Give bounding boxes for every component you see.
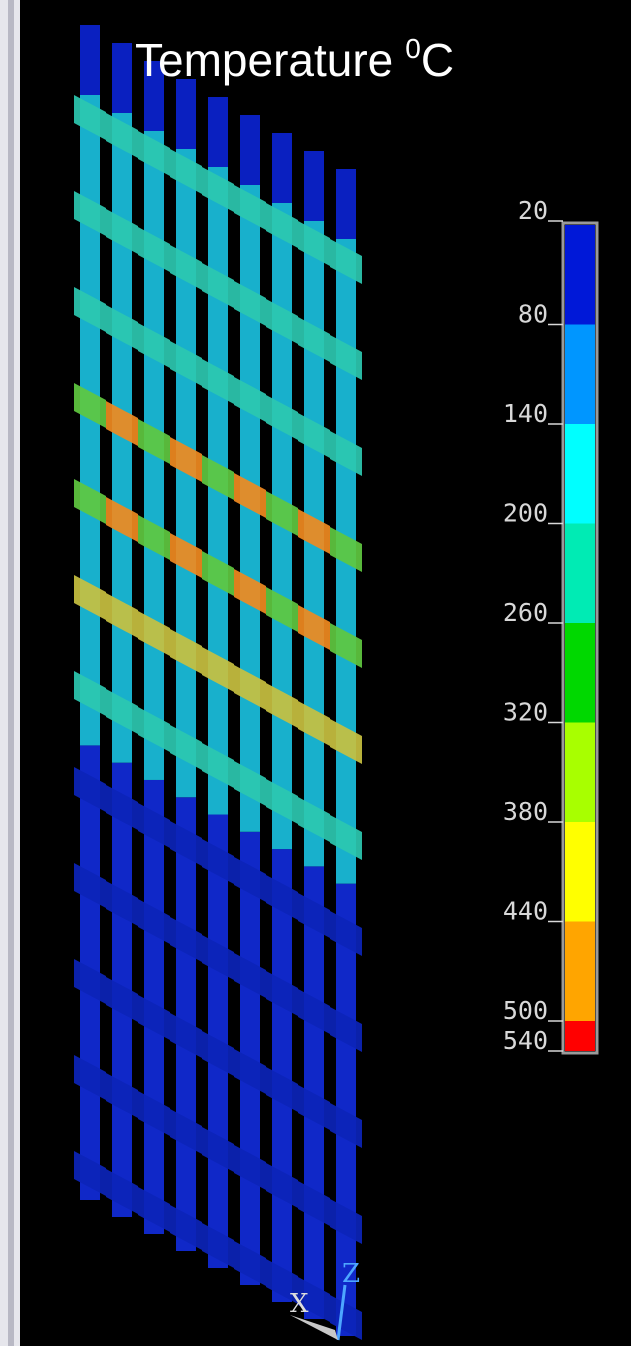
model (74, 25, 362, 1340)
colorbar-segment (565, 524, 595, 624)
colorbar-label: 80 (518, 300, 548, 329)
column-cap (240, 115, 260, 185)
colorbar-segment (565, 623, 595, 723)
colorbar-label: 200 (503, 499, 548, 528)
colorbar-segment (565, 723, 595, 823)
colorbar-segment (565, 1021, 595, 1051)
colorbar-label: 320 (503, 698, 548, 727)
column-cap (272, 133, 292, 203)
colorbar-segment (565, 424, 595, 524)
colorbar-label: 20 (518, 196, 548, 225)
colorbar-label: 500 (503, 996, 548, 1025)
title-superscript: 0 (405, 33, 421, 64)
column-cap (336, 169, 356, 239)
colorbar-segment (565, 325, 595, 425)
screenshot: Temperature 0C 20 80 140 200 260 320 380 440 5005… (0, 0, 631, 1346)
colorbar-label: 440 (503, 897, 548, 926)
colorbar-label: 540 (503, 1026, 548, 1055)
title-text: Temperature (135, 34, 393, 86)
triad-z-label: Z (342, 1259, 360, 1289)
left-border-inner (8, 0, 14, 1346)
colorbar-label: 260 (503, 598, 548, 627)
column-cap (80, 25, 100, 95)
colorbar-label: 140 (503, 399, 548, 428)
colorbar-label: 380 (503, 797, 548, 826)
triad-x-label: X (290, 1289, 309, 1319)
column-cap (304, 151, 324, 221)
colorbar-segment (565, 225, 595, 325)
title-unit: C (421, 34, 454, 86)
column-cap (112, 43, 132, 113)
column-cap (208, 97, 228, 167)
colorbar-segment (565, 922, 595, 1022)
column-cap (176, 79, 196, 149)
colorbar-segment (565, 822, 595, 922)
